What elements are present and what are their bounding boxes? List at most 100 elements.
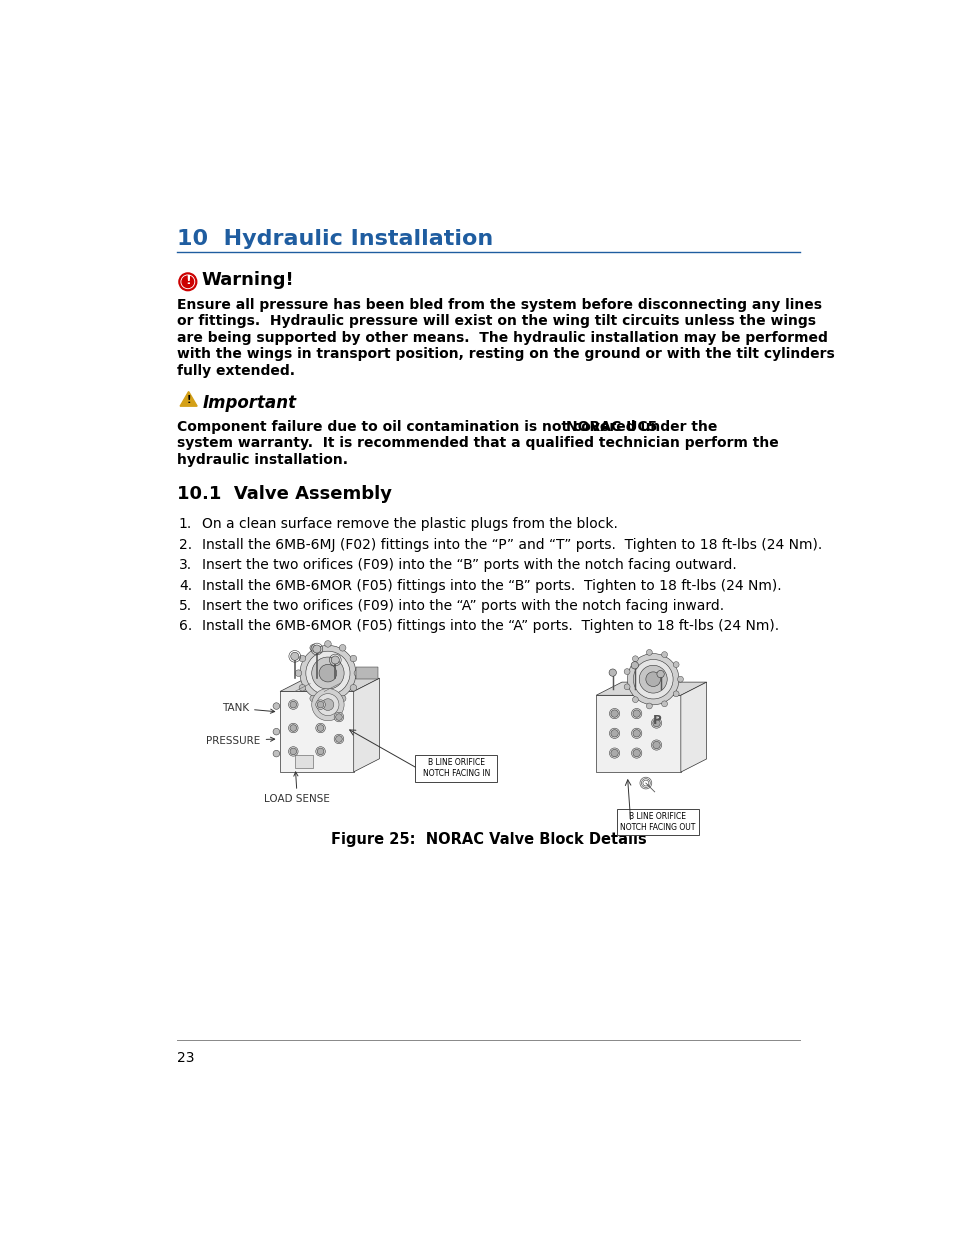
Circle shape — [334, 735, 343, 743]
Circle shape — [339, 695, 346, 701]
Text: 1.: 1. — [179, 517, 192, 531]
Text: with the wings in transport position, resting on the ground or with the tilt cyl: with the wings in transport position, re… — [177, 347, 834, 362]
Text: B LINE ORIFICE
NOTCH FACING OUT: B LINE ORIFICE NOTCH FACING OUT — [619, 813, 695, 832]
Circle shape — [306, 651, 350, 695]
Circle shape — [335, 714, 342, 720]
Circle shape — [331, 656, 339, 664]
Circle shape — [633, 659, 673, 699]
Circle shape — [317, 701, 323, 708]
Text: TANK: TANK — [222, 703, 274, 714]
Circle shape — [651, 718, 661, 729]
Circle shape — [288, 700, 297, 709]
Circle shape — [299, 656, 305, 662]
Circle shape — [312, 657, 344, 689]
Text: Component failure due to oil contamination is not covered under the: Component failure due to oil contaminati… — [177, 420, 721, 433]
Circle shape — [299, 646, 355, 701]
Circle shape — [631, 729, 641, 739]
Circle shape — [652, 741, 659, 748]
Text: !: ! — [185, 274, 191, 288]
Circle shape — [273, 703, 279, 709]
Circle shape — [350, 684, 356, 692]
Text: 4.: 4. — [179, 579, 192, 593]
Circle shape — [609, 729, 619, 739]
Circle shape — [608, 669, 616, 677]
Circle shape — [288, 724, 297, 732]
Circle shape — [651, 740, 661, 750]
Text: B LINE ORIFICE
NOTCH FACING IN: B LINE ORIFICE NOTCH FACING IN — [422, 758, 490, 778]
Circle shape — [632, 656, 638, 662]
Circle shape — [179, 273, 196, 290]
Circle shape — [610, 750, 618, 757]
Circle shape — [657, 671, 663, 678]
Circle shape — [623, 684, 629, 689]
Text: hydraulic installation.: hydraulic installation. — [177, 453, 348, 467]
Circle shape — [673, 690, 679, 697]
Circle shape — [316, 694, 338, 715]
Circle shape — [312, 688, 344, 721]
Polygon shape — [280, 678, 379, 692]
Circle shape — [310, 695, 316, 701]
Text: LOAD SENSE: LOAD SENSE — [264, 772, 330, 804]
Circle shape — [334, 713, 343, 721]
Circle shape — [660, 652, 667, 657]
Circle shape — [631, 748, 641, 758]
FancyBboxPatch shape — [617, 809, 699, 835]
Text: Figure 25:  NORAC Valve Block Details: Figure 25: NORAC Valve Block Details — [331, 832, 646, 847]
Circle shape — [313, 645, 320, 653]
Text: or fittings.  Hydraulic pressure will exist on the wing tilt circuits unless the: or fittings. Hydraulic pressure will exi… — [177, 314, 816, 329]
Circle shape — [315, 747, 325, 756]
Circle shape — [182, 277, 193, 288]
Text: On a clean surface remove the plastic plugs from the block.: On a clean surface remove the plastic pl… — [202, 517, 618, 531]
Circle shape — [623, 668, 629, 674]
Circle shape — [646, 703, 652, 709]
Polygon shape — [596, 695, 680, 772]
Circle shape — [310, 645, 316, 651]
Polygon shape — [596, 682, 706, 695]
Text: NORAC UC5: NORAC UC5 — [566, 420, 658, 433]
Circle shape — [609, 709, 619, 719]
Circle shape — [610, 730, 618, 737]
Text: Ensure all pressure has been bled from the system before disconnecting any lines: Ensure all pressure has been bled from t… — [177, 298, 821, 311]
Text: 5.: 5. — [179, 599, 192, 613]
Circle shape — [632, 730, 639, 737]
Circle shape — [317, 725, 323, 731]
Circle shape — [290, 701, 296, 708]
Text: are being supported by other means.  The hydraulic installation may be performed: are being supported by other means. The … — [177, 331, 827, 345]
Circle shape — [627, 653, 679, 705]
Circle shape — [673, 662, 679, 667]
Circle shape — [315, 724, 325, 732]
Circle shape — [631, 662, 638, 669]
Text: PRESSURE: PRESSURE — [206, 736, 274, 746]
Circle shape — [315, 700, 325, 709]
Text: Important: Important — [202, 394, 296, 412]
Text: 6.: 6. — [179, 620, 192, 634]
Text: Install the 6MB-6MJ (F02) fittings into the “P” and “T” ports.  Tighten to 18 ft: Install the 6MB-6MJ (F02) fittings into … — [202, 537, 821, 552]
Polygon shape — [280, 692, 354, 772]
Text: 10  Hydraulic Installation: 10 Hydraulic Installation — [177, 228, 493, 249]
Text: 3.: 3. — [179, 558, 192, 572]
Text: Insert the two orifices (F09) into the “B” ports with the notch facing outward.: Insert the two orifices (F09) into the “… — [202, 558, 736, 572]
Circle shape — [290, 725, 296, 731]
Circle shape — [324, 699, 331, 705]
Circle shape — [609, 748, 619, 758]
Circle shape — [273, 729, 279, 735]
Circle shape — [354, 669, 360, 677]
Circle shape — [294, 669, 301, 677]
Text: !: ! — [186, 395, 191, 405]
Circle shape — [632, 710, 639, 718]
Circle shape — [317, 748, 323, 755]
Circle shape — [181, 275, 194, 289]
Circle shape — [322, 699, 334, 710]
Circle shape — [318, 664, 336, 682]
Circle shape — [324, 641, 331, 647]
Circle shape — [646, 650, 652, 656]
Circle shape — [335, 736, 342, 742]
Bar — [355, 667, 377, 679]
Circle shape — [660, 701, 667, 706]
Text: Warning!: Warning! — [201, 272, 294, 289]
Circle shape — [631, 709, 641, 719]
Text: fully extended.: fully extended. — [177, 364, 295, 378]
Text: 23: 23 — [177, 1051, 194, 1066]
Text: P: P — [652, 714, 660, 727]
FancyBboxPatch shape — [415, 756, 497, 782]
